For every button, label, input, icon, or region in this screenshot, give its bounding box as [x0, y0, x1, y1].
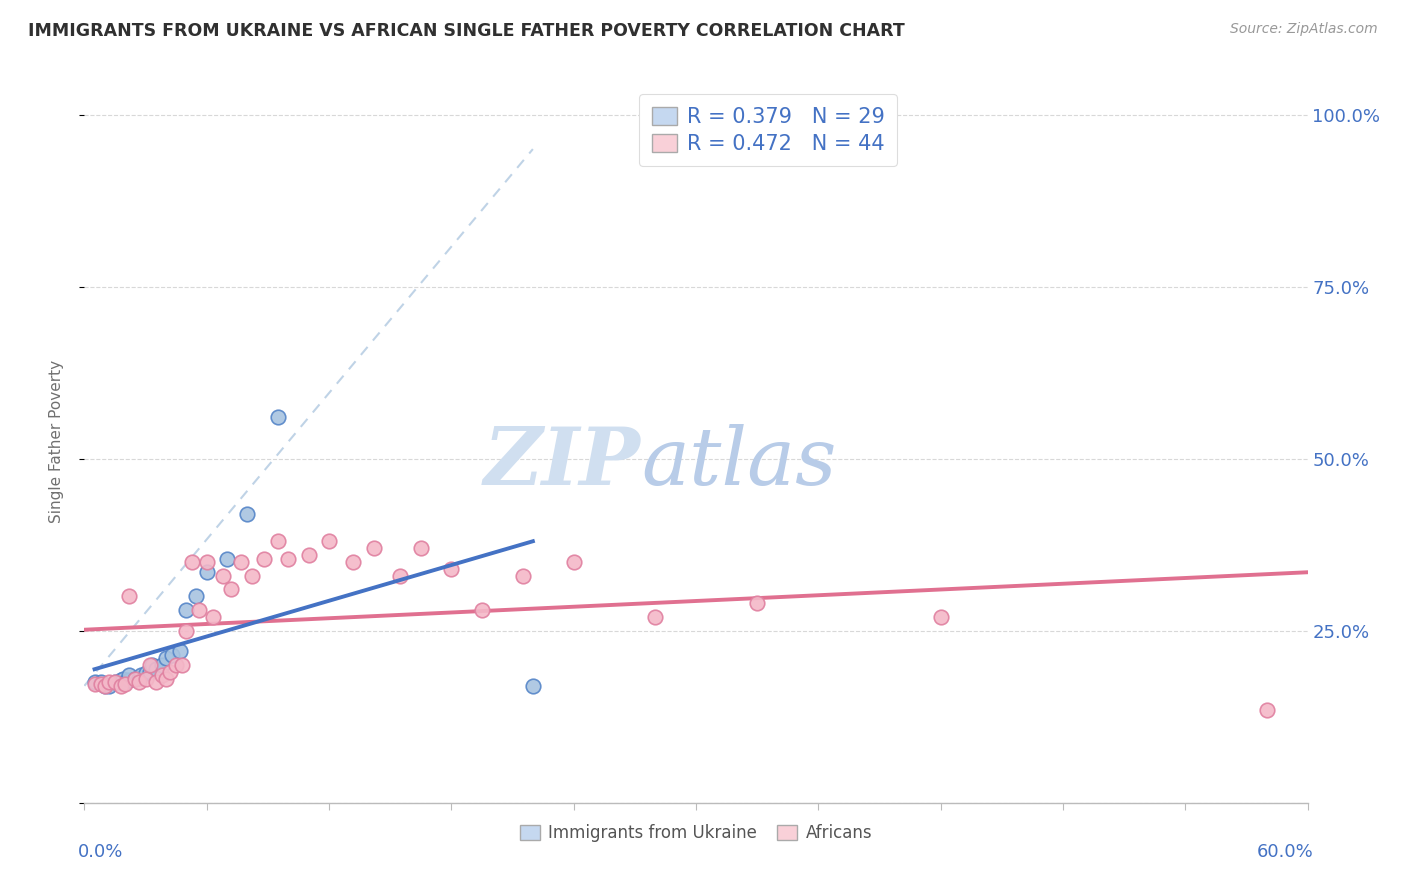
Point [90, 675, 112, 690]
Point [93, 679, 115, 693]
Point [267, 534, 290, 549]
Point [124, 672, 146, 686]
Point [118, 590, 141, 604]
Point [195, 566, 218, 580]
Point [155, 672, 177, 686]
Point [181, 555, 204, 569]
Point [929, 610, 952, 624]
Point [195, 555, 218, 569]
Text: 0.0%: 0.0% [79, 843, 124, 861]
Point [277, 551, 299, 566]
Point [1256, 703, 1278, 717]
Point [342, 555, 364, 569]
Point [172, 658, 194, 673]
Point [363, 541, 385, 556]
Point [114, 677, 136, 691]
Point [240, 568, 263, 582]
Point [409, 541, 432, 556]
Legend: Immigrants from Ukraine, Africans: Immigrants from Ukraine, Africans [513, 817, 879, 848]
Point [187, 603, 209, 617]
Point [131, 668, 153, 682]
Point [118, 668, 141, 682]
Point [83, 677, 105, 691]
Point [747, 596, 769, 610]
Point [174, 624, 197, 638]
Point [145, 675, 167, 690]
Point [108, 675, 131, 690]
Point [644, 610, 666, 624]
Point [114, 675, 136, 690]
Point [138, 665, 160, 679]
Point [155, 651, 177, 665]
Text: Source: ZipAtlas.com: Source: ZipAtlas.com [1230, 22, 1378, 37]
Point [174, 603, 197, 617]
Point [212, 568, 235, 582]
Point [219, 582, 242, 597]
Point [471, 603, 494, 617]
Point [128, 671, 150, 685]
Point [124, 672, 146, 686]
Point [150, 658, 173, 673]
Point [522, 679, 544, 693]
Point [201, 610, 224, 624]
Point [128, 675, 150, 690]
Point [318, 534, 340, 549]
Point [562, 555, 585, 569]
Point [93, 679, 115, 693]
Point [97, 679, 120, 693]
Text: 60.0%: 60.0% [1257, 843, 1313, 861]
Text: ZIP: ZIP [484, 425, 641, 502]
Point [145, 662, 167, 676]
Point [160, 648, 183, 662]
Point [141, 658, 163, 673]
Point [169, 644, 191, 658]
Point [150, 668, 173, 682]
Point [135, 666, 157, 681]
Y-axis label: Single Father Poverty: Single Father Poverty [49, 360, 63, 523]
Point [90, 677, 112, 691]
Point [135, 672, 157, 686]
Point [104, 675, 127, 690]
Point [159, 665, 181, 679]
Point [165, 658, 187, 673]
Point [97, 675, 120, 690]
Point [112, 672, 135, 686]
Point [512, 568, 534, 582]
Point [231, 555, 253, 569]
Point [253, 551, 276, 566]
Point [440, 562, 463, 576]
Point [104, 675, 127, 690]
Text: atlas: atlas [641, 425, 837, 502]
Point [110, 679, 132, 693]
Point [389, 568, 412, 582]
Point [83, 675, 105, 690]
Point [186, 590, 208, 604]
Point [236, 507, 259, 521]
Point [118, 673, 141, 688]
Point [298, 548, 321, 562]
Point [110, 673, 132, 688]
Text: IMMIGRANTS FROM UKRAINE VS AFRICAN SINGLE FATHER POVERTY CORRELATION CHART: IMMIGRANTS FROM UKRAINE VS AFRICAN SINGL… [28, 22, 905, 40]
Point [217, 551, 239, 566]
Point [138, 658, 160, 673]
Point [267, 410, 290, 425]
